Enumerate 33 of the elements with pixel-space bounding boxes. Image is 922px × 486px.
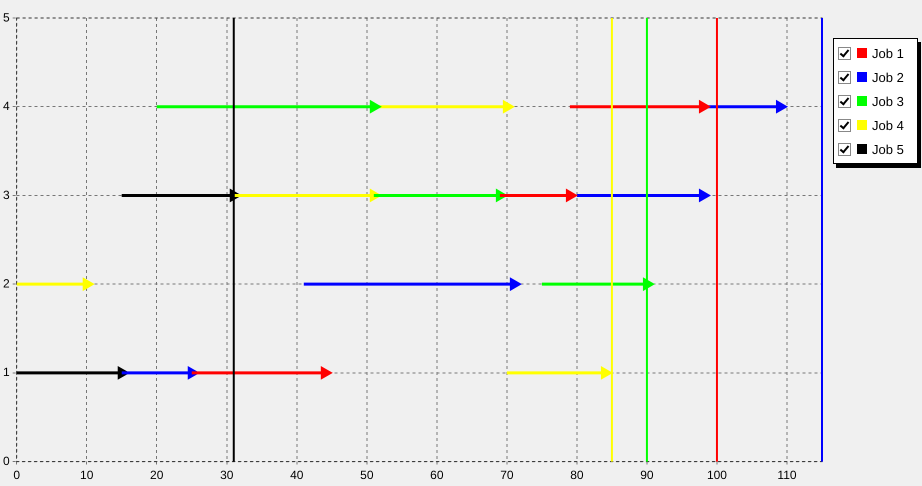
x-tick-label: 20 [150,468,164,482]
point [370,100,382,114]
y-tick-label: 4 [2,99,10,114]
point [698,100,711,114]
y-tick-label: 1 [2,365,10,380]
legend-label: Job 4 [872,118,904,132]
x-tick-label: 40 [290,468,304,482]
legend-label: Job 1 [872,46,904,60]
point [776,100,788,114]
x-tick-label: 70 [500,468,514,482]
x-tick-label: 50 [360,468,374,482]
legend-label: Job 2 [872,70,904,84]
point [698,188,711,202]
legend-label: Job 3 [872,94,904,108]
point [502,100,515,114]
point [600,366,613,380]
point [320,366,333,380]
y-tick-label: 2 [2,276,10,290]
y-tick-label: 5 [2,10,10,24]
x-tick-label: 10 [80,468,94,482]
legend-label: Job 5 [872,142,904,156]
x-tick-label: 60 [430,468,444,482]
y-tick-label: 0 [2,454,10,468]
point [566,188,578,202]
x-tick-label: 80 [570,468,584,482]
x-tick-label: 100 [706,468,728,482]
x-tick-label: 110 [777,468,797,482]
point [510,277,522,292]
x-tick-label: 90 [640,468,654,482]
point [82,277,95,292]
y-tick-label: 3 [2,188,10,202]
x-tick-label: 0 [13,468,20,482]
x-tick-label: 30 [220,468,234,482]
